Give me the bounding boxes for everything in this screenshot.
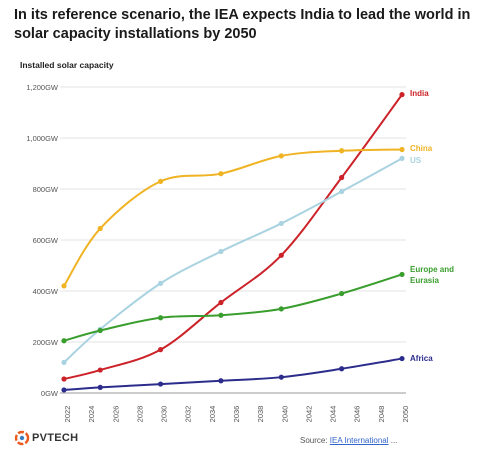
series-line-africa xyxy=(63,357,403,391)
x-tick-label: 2028 xyxy=(135,406,144,423)
data-point-india xyxy=(399,92,405,98)
data-point-africa xyxy=(97,384,103,390)
pvtech-logo-icon xyxy=(14,430,30,446)
data-point-china xyxy=(97,225,103,232)
x-tick-label: 2038 xyxy=(256,406,265,423)
series-line-china xyxy=(63,148,403,287)
series-label-europe-and-eurasia: Europe and Eurasia xyxy=(410,265,454,285)
y-axis: 0GW 200GW 400GW 600GW 800GW 1,000GW 1,200GW xyxy=(26,83,59,398)
series-label-us: US xyxy=(410,156,422,165)
data-point-us xyxy=(278,220,284,227)
x-tick-label: 2044 xyxy=(329,406,338,423)
data-point-africa xyxy=(157,381,164,387)
chart-subtitle: Installed solar capacity xyxy=(20,60,114,70)
data-point-china xyxy=(399,146,405,153)
data-point-africa xyxy=(339,366,345,372)
series-line-europe-and-eurasia xyxy=(63,273,403,342)
y-tick-label: 1,200GW xyxy=(26,83,59,92)
x-tick-label: 2048 xyxy=(377,406,386,423)
pvtech-logo-text: PVTECH xyxy=(32,432,79,444)
x-tick-label: 2046 xyxy=(353,406,362,423)
y-tick-label: 600GW xyxy=(33,236,59,245)
x-tick-label: 2042 xyxy=(304,406,313,423)
x-tick-label: 2026 xyxy=(111,406,120,423)
pvtech-logo: PVTECH xyxy=(14,430,78,446)
x-axis: 2022 2024 2026 2028 2030 2032 2034 2036 2038 2040… xyxy=(63,406,410,423)
x-tick-label: 2032 xyxy=(184,406,193,423)
data-point-us xyxy=(157,280,164,286)
series-label-africa: Africa xyxy=(410,354,433,363)
x-tick-label: 2034 xyxy=(208,406,217,423)
x-tick-label: 2030 xyxy=(160,406,169,423)
data-point-india xyxy=(339,174,345,181)
data-point-europe-and-eurasia xyxy=(157,315,164,321)
x-tick-label: 2022 xyxy=(63,406,72,423)
data-point-africa xyxy=(218,378,224,384)
series-label-india: India xyxy=(410,89,429,98)
data-point-china xyxy=(339,148,345,154)
data-point-europe-and-eurasia xyxy=(218,312,224,318)
data-point-india xyxy=(97,367,103,373)
data-point-africa xyxy=(278,374,284,380)
data-point-us xyxy=(399,155,405,161)
y-tick-label: 400GW xyxy=(33,287,59,296)
grid-layer xyxy=(60,86,406,394)
series-line-india xyxy=(63,93,403,380)
x-tick-label: 2050 xyxy=(401,406,410,423)
data-point-india xyxy=(157,347,164,353)
data-point-us xyxy=(339,188,345,195)
source-note: Source: IEA International ... xyxy=(300,436,397,445)
y-tick-label: 1,000GW xyxy=(26,134,59,143)
chart-title: In its reference scenario, the IEA expec… xyxy=(14,7,471,42)
data-point-india xyxy=(278,252,284,258)
source-prefix: Source: xyxy=(300,436,330,445)
data-point-europe-and-eurasia xyxy=(339,290,345,297)
data-point-china xyxy=(278,153,284,159)
data-point-india xyxy=(61,376,67,382)
data-point-china xyxy=(61,283,67,289)
data-point-europe-and-eurasia xyxy=(97,327,103,334)
data-point-us xyxy=(218,248,224,255)
data-point-africa xyxy=(399,355,405,362)
series-label-china: China xyxy=(410,144,433,153)
data-point-china xyxy=(218,171,224,177)
y-tick-label: 0GW xyxy=(41,389,59,398)
data-point-india xyxy=(218,299,224,306)
source-link[interactable]: IEA International xyxy=(329,436,389,445)
x-tick-label: 2024 xyxy=(87,406,96,423)
data-point-europe-and-eurasia xyxy=(61,338,67,344)
x-tick-label: 2036 xyxy=(232,406,241,423)
data-point-africa xyxy=(61,387,67,393)
series-layer xyxy=(61,92,405,393)
legend-labels: India China US Europe and Eurasia Africa xyxy=(410,89,454,363)
y-tick-label: 200GW xyxy=(33,338,59,347)
source-suffix: ... xyxy=(388,436,398,445)
data-point-us xyxy=(61,359,67,365)
data-point-europe-and-eurasia xyxy=(278,306,284,312)
x-tick-label: 2040 xyxy=(280,406,289,423)
data-point-china xyxy=(157,178,164,184)
y-tick-label: 800GW xyxy=(33,185,59,194)
data-point-europe-and-eurasia xyxy=(399,271,405,278)
